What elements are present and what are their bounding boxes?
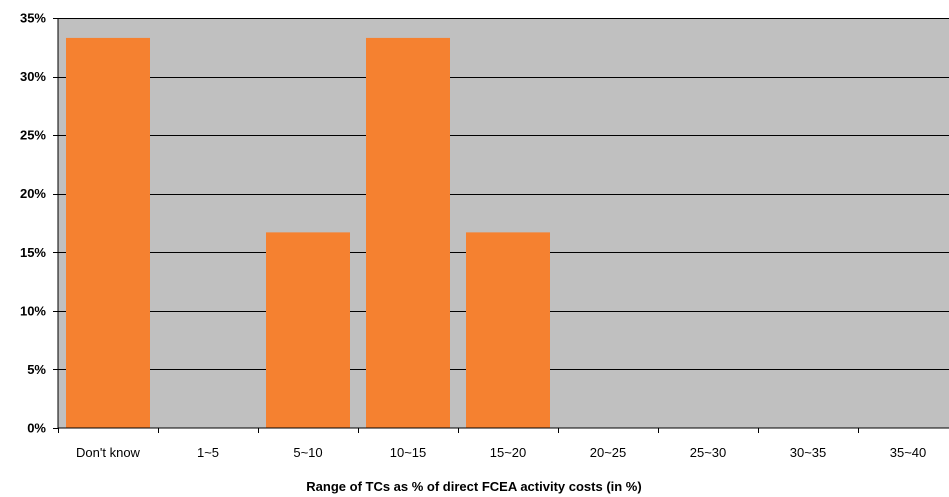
bar [66, 37, 150, 429]
y-tick-label: 35% [20, 11, 46, 26]
x-tick-label: 35~40 [890, 445, 927, 460]
y-tick-label: 25% [20, 128, 46, 143]
x-tick-label: 25~30 [690, 445, 727, 460]
y-tick-label: 5% [27, 362, 46, 377]
bar [366, 37, 450, 429]
x-tick-label: 30~35 [790, 445, 827, 460]
x-axis-title: Range of TCs as % of direct FCEA activit… [306, 479, 641, 494]
y-tick-label: 0% [27, 421, 46, 436]
y-tick-labels: 0% 5% 10% 15% 20% 25% 30% 35% [20, 11, 58, 436]
bar [266, 232, 350, 428]
y-tick-label: 15% [20, 245, 46, 260]
axes [57, 18, 949, 429]
y-tick-label: 20% [20, 186, 46, 201]
bars [66, 37, 550, 429]
x-tick-label: 15~20 [490, 445, 527, 460]
x-tick-labels: Don't know 1~5 5~10 10~15 15~20 20~25 25~30 30~… [58, 428, 927, 460]
x-tick-label: 20~25 [590, 445, 627, 460]
bar [466, 232, 550, 428]
y-tick-label: 10% [20, 303, 46, 318]
x-tick-label: 1~5 [197, 445, 219, 460]
x-tick-label: 5~10 [293, 445, 322, 460]
x-tick-label: 10~15 [390, 445, 427, 460]
y-tick-label: 30% [20, 69, 46, 84]
x-tick-label: Don't know [76, 445, 141, 460]
